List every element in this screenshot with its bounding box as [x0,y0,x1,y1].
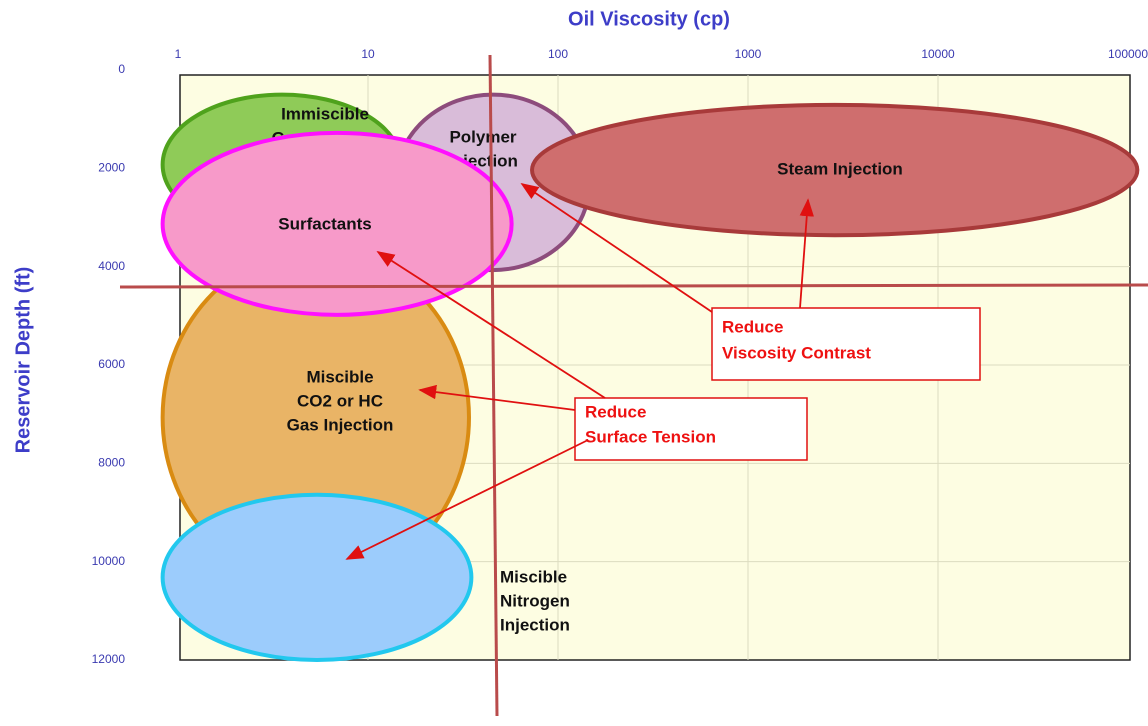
region-label: Immiscible [281,104,369,123]
x-tick-label: 100000 [1108,47,1148,61]
annotation-box [711,307,981,381]
region-label: Gas Injection [287,415,394,434]
annotation-text: Reduce [585,402,646,421]
arrow [376,251,606,399]
region [160,130,514,317]
region-label: Surfactants [278,214,372,233]
cutoff-line [488,54,499,717]
y-axis-title: Reservoir Depth (ft) [12,267,34,454]
cutoff-line [119,283,1148,289]
annotation-text: Viscosity Contrast [722,343,871,362]
annotation-box [574,397,808,461]
arrows [345,182,814,560]
x-tick-label: 1000 [735,47,762,61]
annotation-text: Reduce [722,317,783,336]
y-tick-label: 6000 [98,357,125,371]
x-tick-label: 100 [548,47,568,61]
y-tick-label: 8000 [98,456,125,470]
region-label: Polymer [449,127,516,146]
region [530,102,1140,238]
arrow [345,439,589,560]
arrow [418,384,576,411]
region-label: Injection [500,615,570,634]
region-label: Miscible [306,367,373,386]
region-label: Miscible [500,567,567,586]
region-label: Nitrogen [500,591,570,610]
annotation-tension: Reduce Surface Tension [574,397,808,461]
annotation-text: Surface Tension [585,427,716,446]
x-tick-label: 10 [361,47,375,61]
region-label: Steam Injection [777,159,903,178]
x-axis-title: Oil Viscosity (cp) [568,8,730,30]
region-label: CO2 or HC [297,391,383,410]
y-tick-label: 0 [118,62,125,76]
y-tick-label: 4000 [98,259,125,273]
annotation-viscosity: Reduce Viscosity Contrast [711,307,981,381]
y-tick-label: 2000 [98,161,125,175]
arrow [799,198,814,309]
y-tick-label: 10000 [92,554,126,568]
y-tick-label: 12000 [92,652,126,666]
arrow [520,182,713,313]
x-tick-label: 10000 [921,47,955,61]
x-tick-label: 1 [175,47,182,61]
